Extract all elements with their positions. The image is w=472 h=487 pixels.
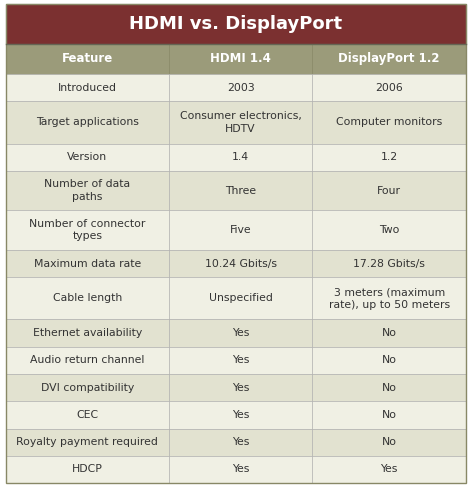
Text: Yes: Yes	[232, 383, 249, 393]
Text: 3 meters (maximum
rate), up to 50 meters: 3 meters (maximum rate), up to 50 meters	[329, 287, 450, 310]
FancyBboxPatch shape	[6, 210, 169, 250]
Text: 17.28 Gbits/s: 17.28 Gbits/s	[353, 259, 425, 268]
Text: Yes: Yes	[232, 410, 249, 420]
Text: 2003: 2003	[227, 83, 254, 93]
Text: Computer monitors: Computer monitors	[336, 117, 442, 128]
FancyBboxPatch shape	[6, 171, 169, 210]
FancyBboxPatch shape	[169, 44, 312, 74]
Text: Yes: Yes	[232, 356, 249, 365]
Text: Number of data
paths: Number of data paths	[44, 179, 130, 202]
Text: Number of connector
types: Number of connector types	[29, 219, 146, 242]
FancyBboxPatch shape	[6, 401, 169, 429]
FancyBboxPatch shape	[169, 250, 312, 277]
FancyBboxPatch shape	[6, 250, 169, 277]
FancyBboxPatch shape	[169, 429, 312, 456]
Text: HDMI 1.4: HDMI 1.4	[210, 53, 271, 65]
FancyBboxPatch shape	[6, 319, 169, 347]
FancyBboxPatch shape	[169, 374, 312, 401]
Text: Feature: Feature	[62, 53, 113, 65]
FancyBboxPatch shape	[169, 171, 312, 210]
FancyBboxPatch shape	[6, 144, 169, 171]
Text: Consumer electronics,
HDTV: Consumer electronics, HDTV	[180, 111, 302, 133]
FancyBboxPatch shape	[169, 101, 312, 144]
Text: 2006: 2006	[375, 83, 403, 93]
FancyBboxPatch shape	[6, 101, 169, 144]
FancyBboxPatch shape	[312, 401, 466, 429]
FancyBboxPatch shape	[169, 319, 312, 347]
Text: Yes: Yes	[232, 328, 249, 338]
Text: Yes: Yes	[232, 437, 249, 447]
FancyBboxPatch shape	[312, 429, 466, 456]
FancyBboxPatch shape	[169, 144, 312, 171]
Text: 10.24 Gbits/s: 10.24 Gbits/s	[204, 259, 277, 268]
FancyBboxPatch shape	[6, 374, 169, 401]
FancyBboxPatch shape	[312, 250, 466, 277]
FancyBboxPatch shape	[169, 347, 312, 374]
Text: Unspecified: Unspecified	[209, 293, 272, 303]
Text: Four: Four	[377, 186, 401, 196]
Text: Version: Version	[67, 152, 108, 162]
Text: HDMI vs. DisplayPort: HDMI vs. DisplayPort	[129, 15, 343, 33]
FancyBboxPatch shape	[6, 44, 169, 74]
Text: Cable length: Cable length	[53, 293, 122, 303]
Text: DisplayPort 1.2: DisplayPort 1.2	[338, 53, 440, 65]
FancyBboxPatch shape	[169, 277, 312, 319]
Text: Target applications: Target applications	[36, 117, 139, 128]
FancyBboxPatch shape	[312, 210, 466, 250]
Text: No: No	[382, 437, 396, 447]
FancyBboxPatch shape	[169, 210, 312, 250]
Text: DVI compatibility: DVI compatibility	[41, 383, 134, 393]
Text: No: No	[382, 410, 396, 420]
Text: No: No	[382, 356, 396, 365]
FancyBboxPatch shape	[312, 171, 466, 210]
FancyBboxPatch shape	[312, 101, 466, 144]
Text: Yes: Yes	[380, 465, 398, 474]
Text: No: No	[382, 383, 396, 393]
Text: Audio return channel: Audio return channel	[30, 356, 144, 365]
Text: Maximum data rate: Maximum data rate	[34, 259, 141, 268]
Text: 1.2: 1.2	[380, 152, 398, 162]
Text: Yes: Yes	[232, 465, 249, 474]
FancyBboxPatch shape	[169, 401, 312, 429]
Text: Two: Two	[379, 225, 399, 235]
Text: Ethernet availability: Ethernet availability	[33, 328, 142, 338]
Text: No: No	[382, 328, 396, 338]
FancyBboxPatch shape	[312, 319, 466, 347]
FancyBboxPatch shape	[312, 347, 466, 374]
Text: Introduced: Introduced	[58, 83, 117, 93]
Text: 1.4: 1.4	[232, 152, 249, 162]
Text: Five: Five	[230, 225, 252, 235]
FancyBboxPatch shape	[6, 347, 169, 374]
FancyBboxPatch shape	[312, 374, 466, 401]
FancyBboxPatch shape	[312, 144, 466, 171]
FancyBboxPatch shape	[312, 44, 466, 74]
Text: CEC: CEC	[76, 410, 99, 420]
FancyBboxPatch shape	[169, 456, 312, 483]
FancyBboxPatch shape	[6, 277, 169, 319]
FancyBboxPatch shape	[6, 429, 169, 456]
Text: Royalty payment required: Royalty payment required	[17, 437, 159, 447]
FancyBboxPatch shape	[6, 74, 169, 101]
Text: HDCP: HDCP	[72, 465, 103, 474]
Text: Three: Three	[225, 186, 256, 196]
FancyBboxPatch shape	[312, 277, 466, 319]
FancyBboxPatch shape	[6, 456, 169, 483]
FancyBboxPatch shape	[169, 74, 312, 101]
FancyBboxPatch shape	[6, 4, 466, 44]
FancyBboxPatch shape	[312, 456, 466, 483]
FancyBboxPatch shape	[312, 74, 466, 101]
